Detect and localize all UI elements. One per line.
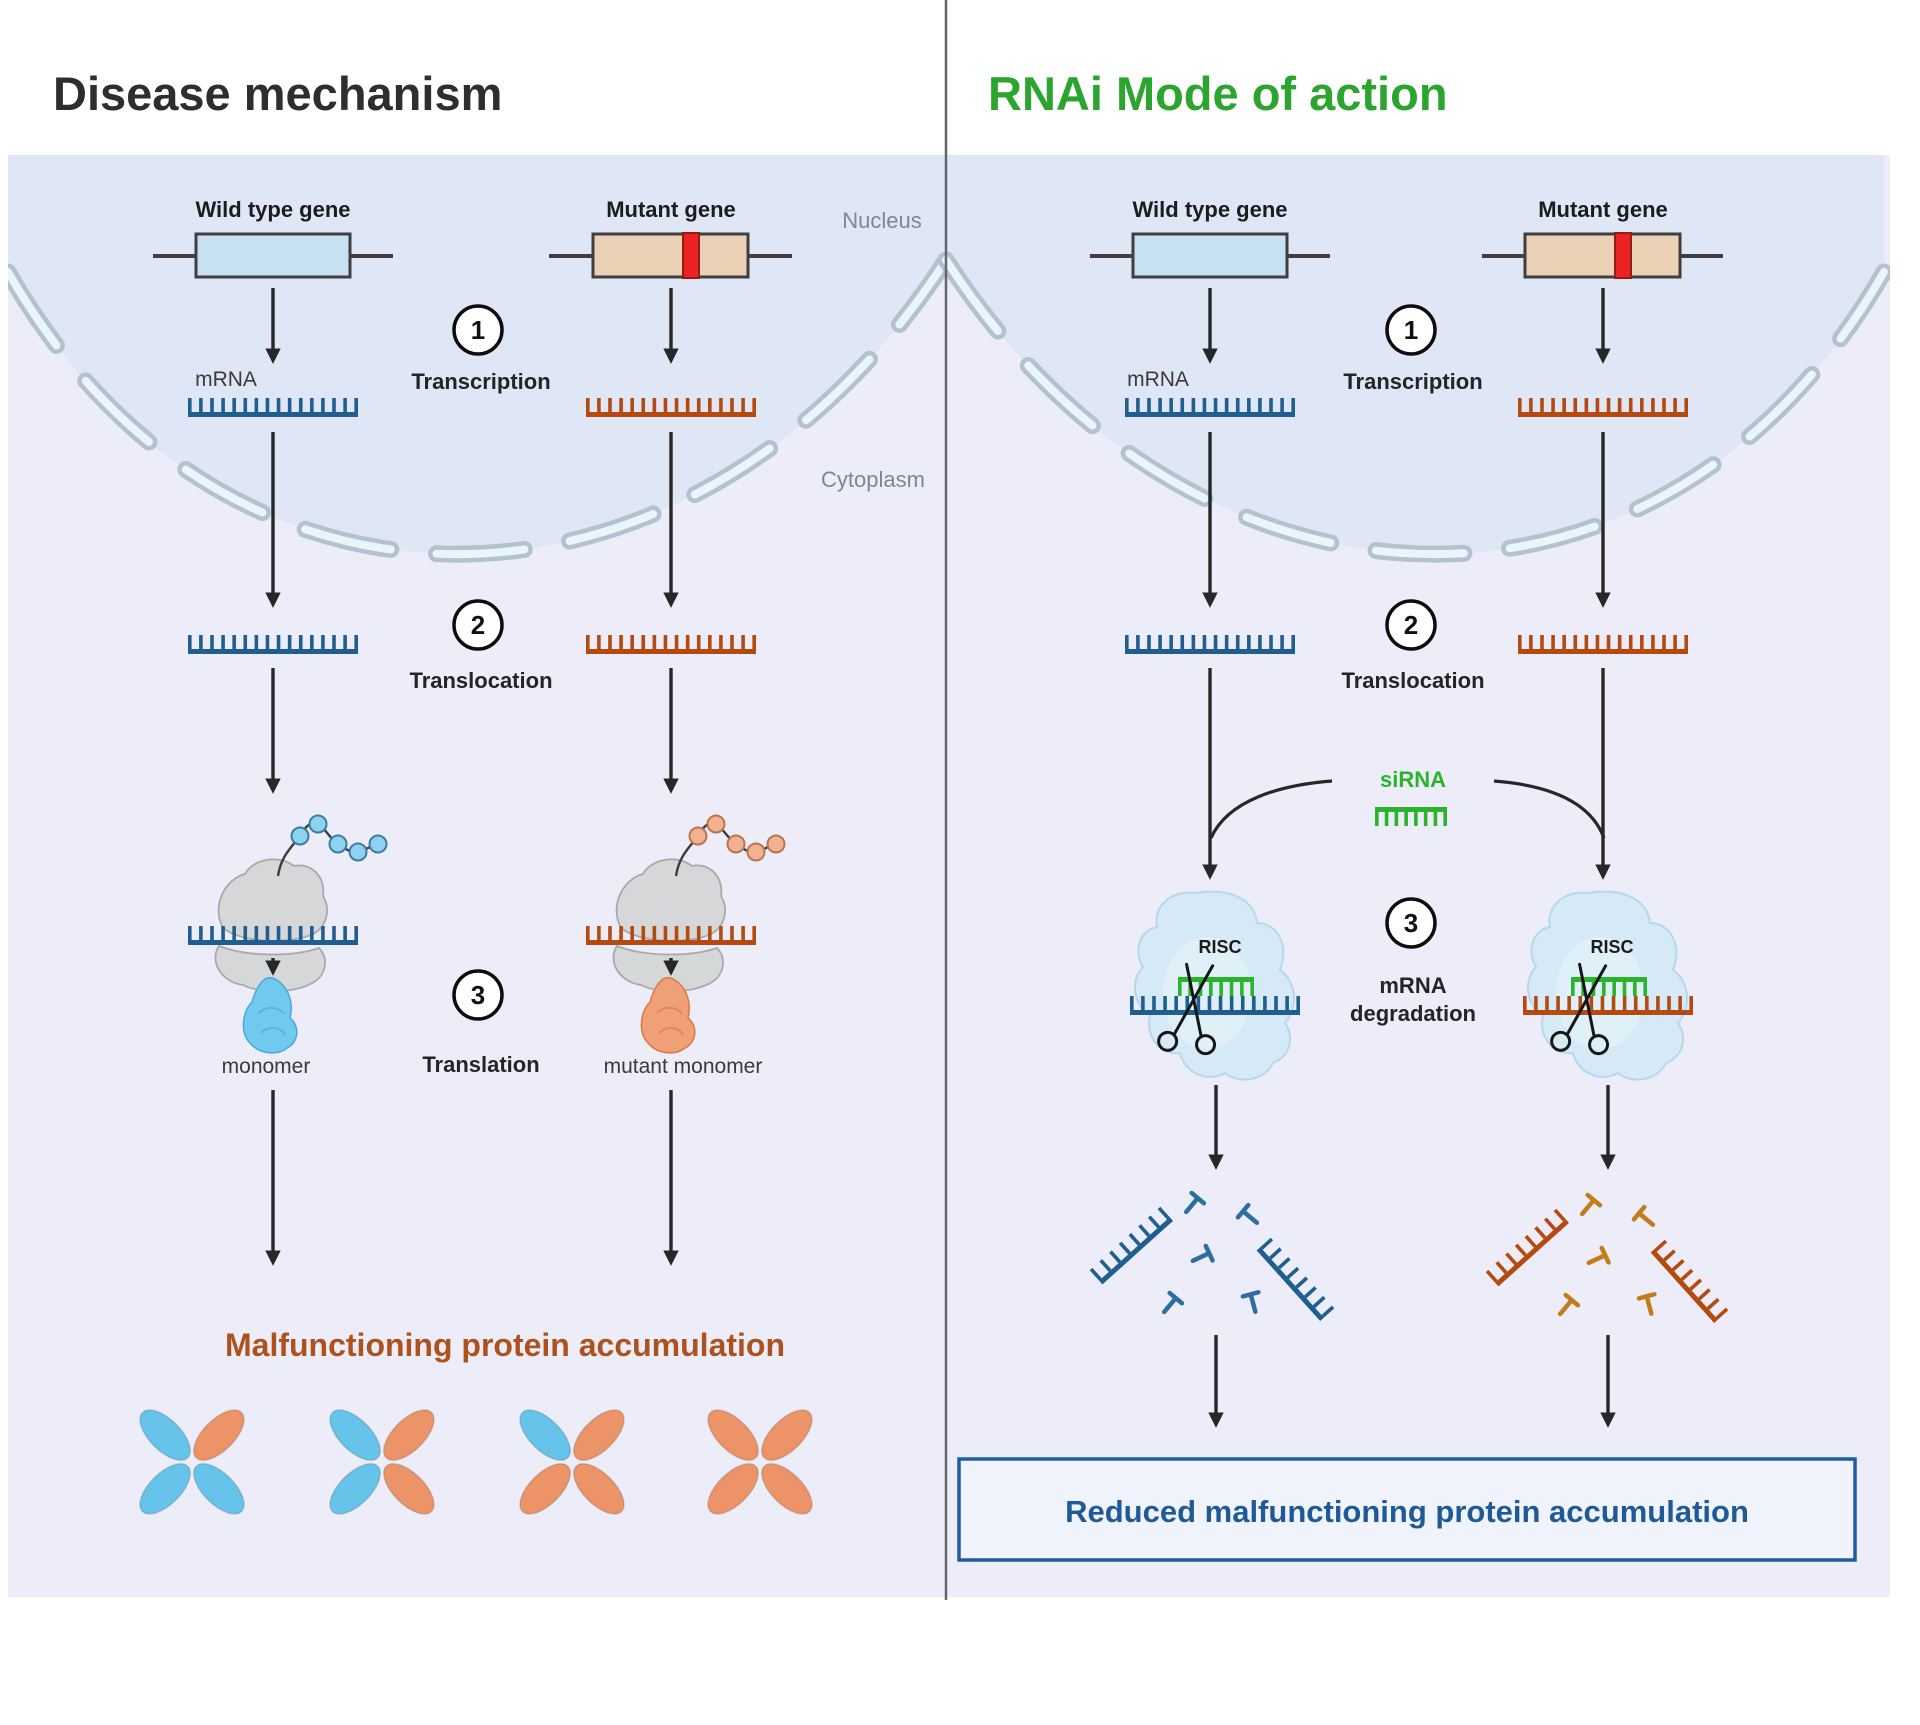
right-panel-title: RNAi Mode of action [988, 67, 1448, 120]
step-1-number: 1 [471, 315, 485, 345]
nucleus-label: Nucleus [842, 208, 921, 233]
disease-result-label: Malfunctioning protein accumulation [225, 1327, 785, 1363]
mutant-gene-box [1523, 232, 1682, 279]
step-2-number: 2 [1404, 610, 1418, 640]
step-3-number: 3 [471, 980, 485, 1010]
aggregate-icon [329, 1409, 435, 1515]
mutant-monomer-label: mutant monomer [604, 1055, 763, 1078]
wild-gene-box [194, 232, 352, 279]
step-1-label: Transcription [1343, 369, 1482, 394]
mrna-icon [1130, 996, 1300, 1015]
mutant-mrna-icon [586, 398, 756, 417]
nucleus-interior [8, 155, 1884, 555]
step-3-circle [452, 969, 504, 1021]
sirna-icon [1375, 807, 1447, 826]
step-3-label-line1: mRNA [1379, 973, 1446, 998]
ribosome-icon [612, 814, 786, 993]
ribosome-icon [214, 814, 388, 993]
step-2-circle [452, 599, 504, 651]
step-1-circle [1385, 304, 1437, 356]
step-3-circle [1385, 897, 1437, 949]
left-panel-title: Disease mechanism [53, 67, 502, 120]
mrna-icon [1125, 398, 1295, 417]
step-1-number: 1 [1404, 315, 1418, 345]
mutant-mrna-icon [1518, 398, 1688, 417]
mutation-stripe-icon [1614, 232, 1632, 279]
mrna-icon [1125, 635, 1295, 654]
step-3-number: 3 [1404, 908, 1418, 938]
mrna-icon [188, 398, 358, 417]
step-1-circle [452, 304, 504, 356]
rnai-result-label: Reduced malfunctioning protein accumulat… [1065, 1494, 1749, 1529]
rnai-mode-panel: Wild type gene Mutant gene 1 Transcripti… [957, 197, 1857, 1562]
step-2-number: 2 [471, 610, 485, 640]
mrna-label: mRNA [1127, 368, 1189, 391]
mutant-mrna-icon [1523, 996, 1693, 1015]
step-2-label: Translocation [409, 668, 552, 693]
sirna-delivery-curve [1493, 779, 1606, 839]
mrna-icon [188, 635, 358, 654]
aggregate-icon [519, 1409, 625, 1515]
wild-gene-label: Wild type gene [195, 197, 350, 222]
aggregate-icon [139, 1409, 245, 1515]
sirna-label: siRNA [1380, 767, 1446, 792]
aggregate-icon [707, 1409, 813, 1515]
nuclear-membrane-left-fill [8, 256, 950, 558]
wild-gene-box [1131, 232, 1289, 279]
step-3-label-line2: degradation [1350, 1001, 1476, 1026]
wild-gene-label: Wild type gene [1132, 197, 1287, 222]
cytoplasm-label: Cytoplasm [821, 467, 925, 492]
mutant-mrna-icon [1518, 635, 1688, 654]
monomer-label: monomer [222, 1055, 311, 1078]
step-3-label: Translation [422, 1052, 539, 1077]
step-2-label: Translocation [1341, 668, 1484, 693]
result-box [957, 1457, 1857, 1562]
step-2-circle [1385, 599, 1437, 651]
mutant-mrna-icon [586, 926, 756, 945]
nuclear-membrane-right-fill [942, 256, 1888, 558]
risc-label: RISC [1198, 937, 1241, 957]
mrna-label: mRNA [195, 368, 257, 391]
mrna-fragments-icon [1089, 1190, 1335, 1322]
mutant-gene-label: Mutant gene [606, 197, 736, 222]
mutant-mrna-fragments-icon [1485, 1192, 1729, 1324]
mutant-gene-label: Mutant gene [1538, 197, 1668, 222]
nucleus-region [8, 155, 1890, 563]
step-1-label: Transcription [411, 369, 550, 394]
risc-label: RISC [1590, 937, 1633, 957]
mrna-icon [188, 926, 358, 945]
sirna-delivery-curve [1209, 779, 1333, 839]
mutation-stripe-icon [682, 232, 700, 279]
mutant-gene-box [591, 232, 750, 279]
mutant-mrna-icon [586, 635, 756, 654]
disease-mechanism-panel: Wild type gene Mutant gene 1 Transcripti… [139, 197, 813, 1515]
